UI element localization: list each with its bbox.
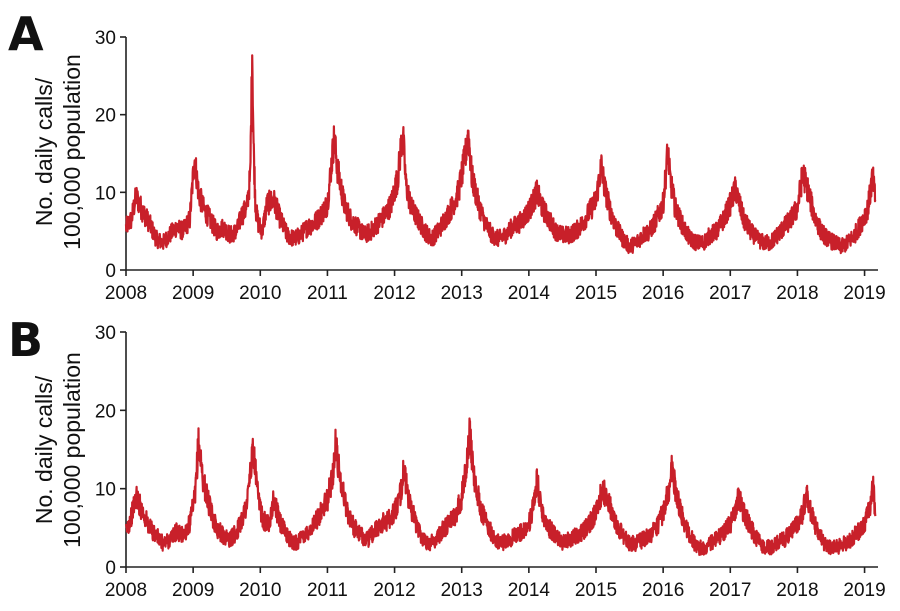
panel-a-plot [124,54,877,255]
panel-b-x-tick-label: 2014 [508,580,551,601]
panel-b-x-tick-label: 2013 [441,580,483,601]
panel-a-y-tick-label: 0 [105,261,116,282]
panel-a-y-tick-label: 30 [95,28,116,49]
panel-a-axes: 0 10 20 30 2008 2009 2010 2011 2012 2013 2014 2015 2… [95,28,886,304]
panel-a-x-tick-label: 2014 [508,283,551,304]
panel-a: A No. daily calls/ 100,000 population 0 1… [8,7,886,304]
panel-a-ylabel-line1: No. daily calls/ [31,77,57,226]
panel-b-label: B [8,313,43,367]
panel-a-x-tick-label: 2018 [776,283,818,304]
panel-a-x-tick-label: 2015 [575,283,617,304]
panel-a-x-tick-label: 2010 [239,283,281,304]
panel-b-ylabel-line2: 100,000 population [59,352,85,548]
panel-b-x-tick-label: 2009 [172,580,214,601]
panel-b: B No. daily calls/ 100,000 population 0 1… [8,313,886,601]
panel-a-y-tick-label: 20 [95,106,116,127]
panel-a-x-tick-label: 2016 [642,283,684,304]
panel-a-x-tick-label: 2017 [709,283,751,304]
panel-a-ylabel-line2: 100,000 population [59,54,85,250]
panel-b-x-tick-label: 2008 [105,580,147,601]
panel-a-x-tick-label: 2012 [373,283,415,304]
panel-a-y-tick-label: 10 [95,183,116,204]
panel-b-y-tick-label: 30 [95,323,116,344]
panel-b-y-tick-label: 20 [95,401,116,422]
panel-a-x-tick-label: 2011 [307,283,348,304]
panel-a-x-tick-label: 2008 [105,283,147,304]
panel-b-x-tick-label: 2017 [709,580,751,601]
panel-a-label: A [8,7,44,61]
panel-b-series-line [124,417,877,557]
panel-b-x-tick-label: 2019 [843,580,885,601]
panel-a-x-tick-label: 2009 [172,283,214,304]
panel-a-x-tick-label: 2013 [441,283,483,304]
panel-a-series-line [124,54,877,255]
panel-b-x-tick-label: 2015 [575,580,617,601]
panel-b-plot [124,417,877,557]
panel-b-y-tick-label: 10 [95,480,116,501]
panel-b-x-tick-label: 2012 [373,580,415,601]
panel-b-x-tick-label: 2011 [307,580,348,601]
panel-a-x-tick-label: 2019 [843,283,885,304]
panel-b-axes: 0 10 20 30 2008 2009 2010 2011 2012 2013 2014 2015 2… [95,323,886,601]
panel-b-x-tick-label: 2010 [239,580,281,601]
panel-b-ylabel-line1: No. daily calls/ [31,375,57,524]
panel-b-x-tick-label: 2018 [776,580,818,601]
panel-b-y-tick-label: 0 [105,558,116,579]
panel-b-x-tick-label: 2016 [642,580,684,601]
